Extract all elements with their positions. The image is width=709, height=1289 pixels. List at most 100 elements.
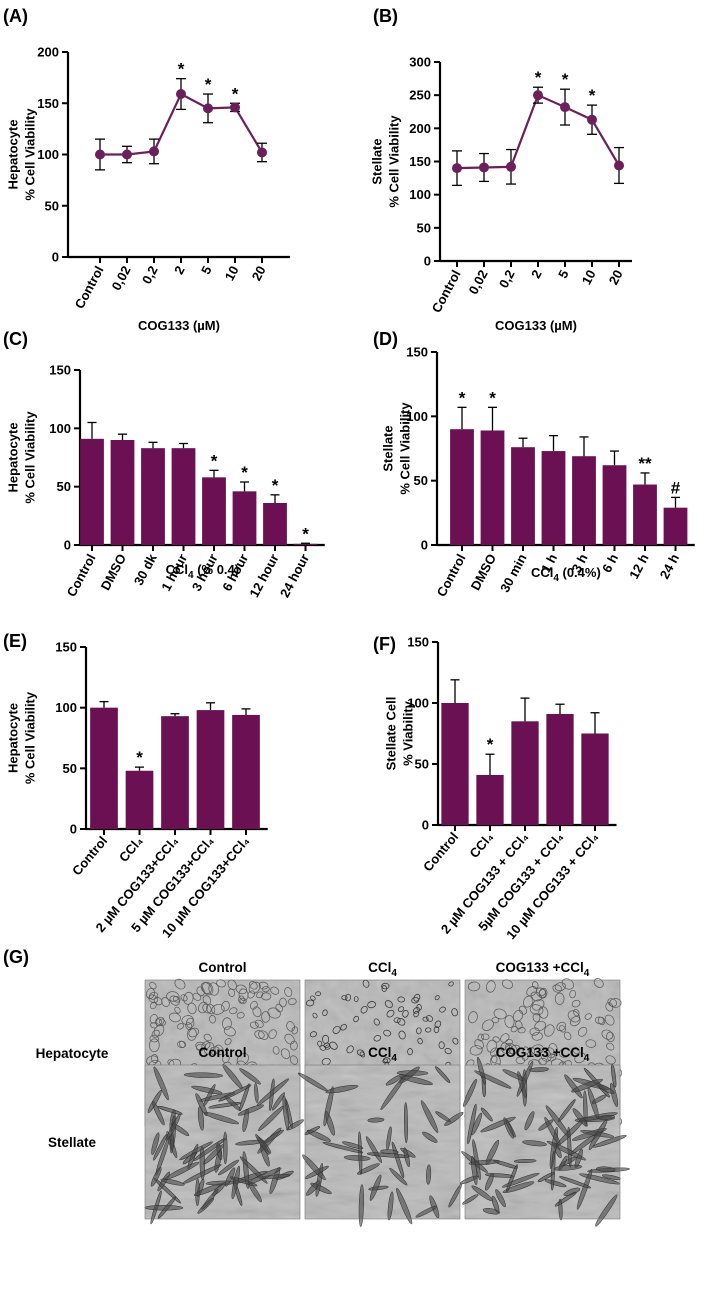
cell [310, 995, 316, 1001]
panel-label: (F) [373, 634, 396, 654]
panel-label: (G) [3, 947, 29, 967]
cell [342, 1141, 364, 1150]
significance-marker: * [232, 84, 239, 103]
bar [171, 448, 196, 545]
cell [463, 1078, 477, 1107]
cell [151, 1132, 160, 1155]
error-bar [671, 496, 680, 508]
cell [256, 1078, 289, 1106]
cell [531, 1031, 543, 1041]
cell [284, 987, 293, 997]
cell [444, 1048, 452, 1055]
cell [353, 1015, 359, 1023]
bar [293, 543, 318, 545]
cell [529, 1004, 544, 1016]
x-axis-label: COG133 (µM) [495, 318, 577, 333]
error-bar [170, 713, 180, 717]
bar [572, 456, 596, 545]
data-point [176, 89, 186, 100]
cell [261, 1011, 271, 1023]
data-point [533, 90, 543, 101]
data-point [95, 149, 105, 160]
x-tick-label: 5 [198, 263, 215, 276]
bar [263, 503, 287, 545]
cell [515, 1020, 523, 1030]
cell [160, 1178, 185, 1186]
data-point [452, 163, 462, 174]
cell [249, 981, 258, 990]
y-tick-label: 150 [37, 96, 59, 111]
cell [346, 1045, 354, 1054]
error-bar [240, 481, 249, 492]
y-tick-label: 50 [45, 198, 59, 213]
cell [594, 1016, 605, 1025]
chart-C: (C) Hepatocyte% Cell Viability 0 50 100 150 * *… [3, 329, 325, 600]
error-bar [99, 700, 109, 708]
cell [598, 1084, 615, 1094]
x-tick-label: 30 min [497, 551, 530, 594]
error-bar [301, 542, 310, 544]
cell [209, 1046, 220, 1055]
significance-marker: * [302, 524, 309, 543]
y-axis-label: % Cell Viability [397, 402, 412, 495]
cell [417, 1037, 423, 1045]
error-bar [457, 406, 467, 430]
cell [249, 1021, 259, 1029]
cell [393, 1017, 401, 1023]
cell [254, 1019, 264, 1028]
data-point [122, 149, 132, 160]
cell [471, 1112, 483, 1136]
chart-E: (E) Hepatocyte% Cell Viability 0 50 100 150 * C… [3, 631, 268, 941]
y-axis-label: % Cell Viability [22, 108, 37, 201]
cell [258, 981, 269, 990]
cell [387, 1191, 394, 1221]
cell [559, 1176, 592, 1189]
cell [381, 982, 390, 990]
cell [397, 1006, 405, 1012]
cell [548, 1043, 558, 1055]
cell [145, 988, 155, 999]
column-header: Control [199, 1045, 247, 1060]
cell [169, 995, 180, 1006]
cell [229, 1007, 238, 1015]
cell [467, 1103, 477, 1145]
cell [413, 1010, 420, 1018]
cell [522, 1046, 530, 1055]
cell [435, 1066, 451, 1083]
cell [584, 1013, 592, 1020]
cell [183, 1072, 223, 1078]
x-axis-label: COG133 (µM) [138, 318, 220, 333]
cell [343, 1155, 371, 1161]
x-tick-label: CCl₄ [466, 829, 496, 861]
cell [558, 1198, 563, 1221]
cell [502, 979, 513, 989]
bar [450, 429, 474, 545]
cell [397, 1017, 406, 1026]
cell [474, 1039, 484, 1050]
cell [148, 991, 159, 1000]
cell [399, 1075, 433, 1086]
significance-marker: * [459, 388, 466, 407]
cell [558, 1155, 568, 1171]
y-tick-label: 50 [63, 761, 77, 776]
cell [269, 1166, 281, 1195]
cell [322, 1142, 364, 1154]
cell [224, 1038, 232, 1046]
series-line [456, 93, 620, 170]
significance-marker: * [211, 451, 218, 470]
bar [511, 721, 539, 825]
x-tick-label: Control [434, 551, 469, 599]
error-bar [590, 712, 600, 734]
data-point [257, 147, 267, 158]
cell [500, 1042, 511, 1054]
cell [402, 1010, 409, 1018]
cell [509, 1044, 521, 1055]
cell [420, 1100, 439, 1133]
y-tick-label: 100 [407, 696, 429, 711]
y-tick-label: 150 [55, 640, 77, 655]
micrograph-stellate-0 [144, 1064, 304, 1225]
cell [168, 1012, 181, 1023]
cell [172, 996, 181, 1003]
bar [511, 447, 535, 545]
cell [341, 995, 348, 1001]
